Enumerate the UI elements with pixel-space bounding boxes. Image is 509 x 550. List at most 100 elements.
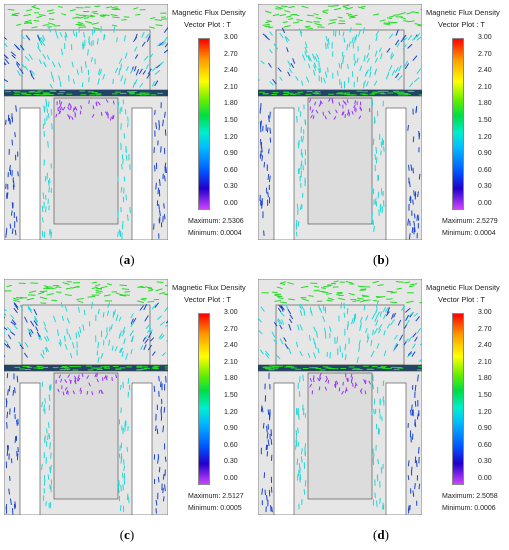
flux-vector-plot [4, 4, 168, 240]
panel-label: d [377, 527, 385, 542]
colorbar-tick: 2.40 [478, 67, 492, 75]
maximum-value: Maximum: 2.5279 [442, 218, 498, 225]
legend-title: Magnetic Flux Density [426, 8, 500, 17]
colorbar-tick: 0.30 [478, 458, 492, 466]
top-yoke [258, 4, 422, 91]
left-slot [19, 382, 41, 515]
colorbar [198, 38, 210, 210]
colorbar-tick: 2.70 [478, 50, 492, 58]
left-slot [273, 107, 295, 240]
flux-vector-plot [258, 279, 422, 515]
colorbar-tick: 2.70 [224, 325, 238, 333]
colorbar-tick: 1.50 [224, 117, 238, 124]
minimum-value: Minimum: 0.0004 [442, 230, 496, 237]
colorbar-tick: 1.50 [478, 392, 492, 399]
colorbar-tick: 1.80 [224, 375, 238, 383]
right-slot [385, 107, 407, 240]
colorbar-tick: 0.60 [478, 166, 492, 174]
colorbar-tick: 0.90 [224, 425, 238, 433]
minimum-value: Minimum: 0.0004 [188, 230, 242, 237]
colorbar-tick: 2.40 [224, 342, 238, 350]
center-pole [307, 372, 373, 500]
panel-label: b [377, 252, 385, 267]
colorbar-tick: 2.40 [478, 342, 492, 350]
legend-subtitle: Vector Plot : T [438, 295, 485, 304]
colorbar-tick: 0.90 [224, 150, 238, 158]
center-pole [53, 372, 119, 500]
panel-c: Magnetic Flux Density Vector Plot : T 3.00… [0, 275, 254, 550]
right-slot [385, 382, 407, 515]
panel-caption: (a) [119, 252, 135, 267]
colorbar-tick: 0.60 [224, 441, 238, 449]
colorbar-tick: 0.00 [478, 475, 492, 482]
colorbar-tick: 2.10 [478, 83, 492, 91]
panel-caption: (c) [119, 527, 135, 542]
colorbar-tick: 1.50 [478, 117, 492, 124]
panel-label: a [123, 252, 131, 267]
colorbar-tick: 1.20 [478, 133, 492, 141]
minimum-value: Minimum: 0.0005 [188, 505, 242, 512]
colorbar-tick: 0.90 [478, 150, 492, 158]
panel-d: Magnetic Flux Density Vector Plot : T 3.00… [254, 275, 508, 550]
top-yoke [4, 279, 168, 366]
colorbar-tick: 0.00 [224, 200, 238, 207]
legend-subtitle: Vector Plot : T [184, 20, 231, 29]
flux-vectors [258, 280, 422, 514]
panel-a: Magnetic Flux Density Vector Plot : T 3.00… [0, 0, 254, 275]
colorbar-tick: 1.80 [478, 375, 492, 383]
top-yoke [4, 4, 168, 91]
colorbar-tick: 3.00 [478, 34, 492, 41]
flux-vectors [4, 281, 168, 515]
colorbar-tick: 2.10 [478, 358, 492, 366]
maximum-value: Maximum: 2.5306 [188, 218, 244, 225]
legend-title: Magnetic Flux Density [172, 283, 246, 292]
plate-band [4, 365, 168, 371]
panel-caption: (b) [373, 252, 389, 267]
legend-subtitle: Vector Plot : T [184, 295, 231, 304]
legend-title: Magnetic Flux Density [426, 283, 500, 292]
colorbar [452, 313, 464, 485]
legend-subtitle: Vector Plot : T [438, 20, 485, 29]
colorbar [452, 38, 464, 210]
right-slot [131, 107, 153, 240]
panel-caption: (d) [373, 527, 389, 542]
colorbar-tick: 3.00 [224, 309, 238, 316]
minimum-value: Minimum: 0.0006 [442, 505, 496, 512]
legend-title: Magnetic Flux Density [172, 8, 246, 17]
colorbar-tick: 0.30 [478, 183, 492, 191]
colorbar-tick: 1.20 [224, 133, 238, 141]
colorbar-tick: 0.00 [478, 200, 492, 207]
colorbar-tick: 1.80 [224, 100, 238, 108]
maximum-value: Maximum: 2.5127 [188, 493, 244, 500]
colorbar-tick: 2.40 [224, 67, 238, 75]
colorbar [198, 313, 210, 485]
right-slot [131, 382, 153, 515]
colorbar-tick: 0.00 [224, 475, 238, 482]
colorbar-tick: 2.10 [224, 83, 238, 91]
colorbar-tick: 0.60 [224, 166, 238, 174]
colorbar-tick: 3.00 [478, 309, 492, 316]
colorbar-tick: 0.60 [478, 441, 492, 449]
colorbar-tick: 1.20 [478, 408, 492, 416]
colorbar-tick: 1.80 [478, 100, 492, 108]
colorbar-tick: 0.30 [224, 458, 238, 466]
flux-vector-plot [4, 279, 168, 515]
colorbar-tick: 1.50 [224, 392, 238, 399]
left-slot [19, 107, 41, 240]
colorbar-tick: 0.90 [478, 425, 492, 433]
colorbar-tick: 2.70 [224, 50, 238, 58]
colorbar-tick: 3.00 [224, 34, 238, 41]
colorbar-tick: 1.20 [224, 408, 238, 416]
plate-band [258, 365, 422, 371]
flux-vectors [258, 4, 422, 240]
flux-vectors [4, 5, 168, 240]
colorbar-tick: 2.10 [224, 358, 238, 366]
panel-label: c [124, 527, 130, 542]
maximum-value: Maximum: 2.5058 [442, 493, 498, 500]
center-pole [307, 97, 373, 225]
flux-vector-plot [258, 4, 422, 240]
center-pole [53, 97, 119, 225]
colorbar-tick: 2.70 [478, 325, 492, 333]
colorbar-tick: 0.30 [224, 183, 238, 191]
plate-band [4, 90, 168, 96]
